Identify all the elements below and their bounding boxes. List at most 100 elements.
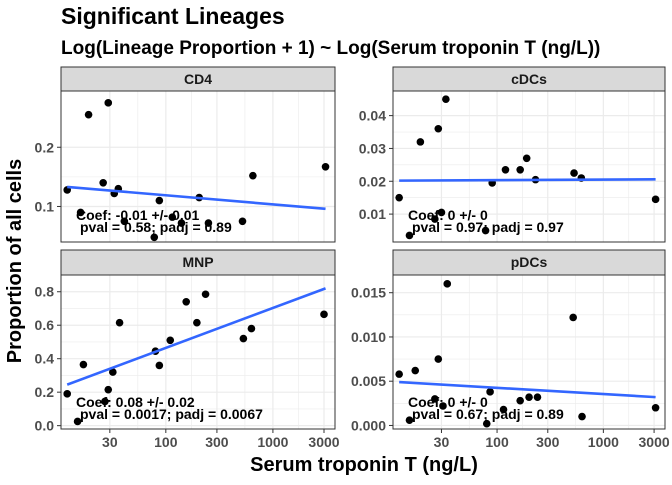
data-point — [104, 385, 113, 394]
facet-strip — [60, 66, 336, 92]
coef-annotation: Coef: -0.01 +/- 0.01 — [76, 207, 200, 223]
data-point — [434, 124, 443, 133]
y-tick-label: 0.01 — [359, 206, 386, 222]
panel-background — [61, 91, 335, 242]
y-tick-label: 0.03 — [359, 140, 386, 156]
data-point — [120, 217, 129, 226]
panel-pdcs: pDCs 30 100 300 1000 3000 0.000 0.005 0.010 0.015… — [351, 249, 670, 450]
data-point — [204, 219, 213, 227]
data-point — [416, 138, 425, 146]
data-point — [321, 162, 330, 171]
regression-line — [399, 178, 656, 182]
data-point — [320, 310, 328, 319]
data-point — [486, 388, 494, 396]
data-point — [481, 226, 490, 235]
pval-annotation: pval = 0.97; padj = 0.97 — [412, 219, 564, 235]
y-tick-label: 0.8 — [35, 284, 55, 300]
x-tick-label: 300 — [205, 434, 229, 450]
x-tick-label: 1000 — [257, 434, 288, 450]
data-point — [516, 396, 524, 405]
data-point — [578, 412, 586, 421]
data-point — [79, 360, 88, 369]
panel-mnp: MNP 30 100 300 1000 3000 0.0 0.2 0.4 0.6 0.8 Coef: … — [35, 249, 340, 450]
y-tick-label: 0.02 — [359, 173, 386, 189]
data-point — [193, 318, 201, 327]
data-point — [570, 169, 578, 177]
facet-strip — [392, 66, 666, 92]
x-tick-label: 100 — [154, 434, 178, 450]
data-point — [411, 366, 420, 375]
data-point — [101, 397, 109, 406]
data-point — [73, 417, 82, 426]
data-point — [166, 336, 175, 345]
data-point — [168, 213, 177, 221]
data-point — [247, 324, 256, 333]
data-point — [395, 370, 403, 378]
regression-line — [399, 380, 656, 399]
data-point — [437, 208, 446, 217]
facet-strip — [60, 249, 336, 276]
data-point — [569, 313, 577, 322]
y-tick-label: 0.010 — [351, 329, 386, 345]
data-point — [434, 355, 443, 363]
data-point — [431, 215, 439, 223]
facet-strip-label: cDCs — [511, 71, 547, 87]
y-tick-label: 0.2 — [35, 139, 55, 155]
facet-strip-label: CD4 — [184, 71, 212, 87]
data-point — [405, 416, 414, 424]
data-point — [482, 419, 491, 428]
data-point — [177, 219, 186, 227]
data-point — [442, 95, 450, 104]
y-tick-label: 0.4 — [35, 351, 55, 367]
y-axis-title: Proportion of all cells — [4, 159, 26, 363]
coef-annotation: Coef: 0.08 +/- 0.02 — [76, 394, 195, 410]
data-point — [651, 195, 660, 204]
data-point — [249, 171, 257, 180]
y-tick-label: 0.0 — [35, 418, 55, 434]
x-tick-label: 3000 — [308, 434, 339, 450]
chart-title: Significant Lineages — [61, 3, 285, 29]
y-tick-label: 0.6 — [35, 317, 55, 333]
pval-annotation: pval = 0.58; padj = 0.89 — [80, 219, 232, 235]
data-point — [201, 290, 210, 299]
data-point — [499, 405, 508, 414]
x-tick-label: 300 — [536, 434, 560, 450]
y-tick-label: 0.2 — [35, 384, 55, 400]
x-tick-label: 30 — [102, 434, 118, 450]
data-point — [63, 390, 72, 398]
panel-border — [60, 90, 336, 243]
x-tick-label: 1000 — [588, 434, 619, 450]
y-tick-label: 0.1 — [35, 198, 55, 214]
data-point — [155, 361, 164, 370]
data-point — [76, 208, 85, 217]
x-tick-label: 100 — [485, 434, 509, 450]
data-point — [84, 110, 93, 119]
panel-border — [60, 274, 336, 430]
data-point — [516, 165, 524, 174]
data-point — [238, 217, 247, 226]
data-point — [431, 395, 439, 403]
pval-annotation: pval = 0.0017; padj = 0.0067 — [80, 406, 263, 422]
y-tick-label: 0.000 — [351, 417, 386, 433]
panel-border — [392, 90, 666, 243]
data-point — [155, 196, 164, 205]
data-point — [109, 368, 117, 376]
data-point — [525, 393, 533, 401]
data-point — [651, 403, 660, 412]
x-tick-label: 30 — [434, 434, 450, 450]
pval-annotation: pval = 0.67; padj = 0.89 — [412, 406, 564, 422]
x-axis-title: Serum troponin T (ng/L) — [250, 454, 478, 476]
data-point — [501, 165, 510, 174]
data-point — [239, 334, 248, 343]
data-point — [182, 297, 191, 306]
regression-line — [66, 287, 326, 386]
data-point — [405, 231, 414, 240]
chart-subtitle: Log(Lineage Proportion + 1) ~ Log(Serum … — [61, 38, 600, 59]
panel-border — [392, 274, 666, 430]
coef-annotation: Coef: 0 +/- 0 — [408, 207, 488, 223]
